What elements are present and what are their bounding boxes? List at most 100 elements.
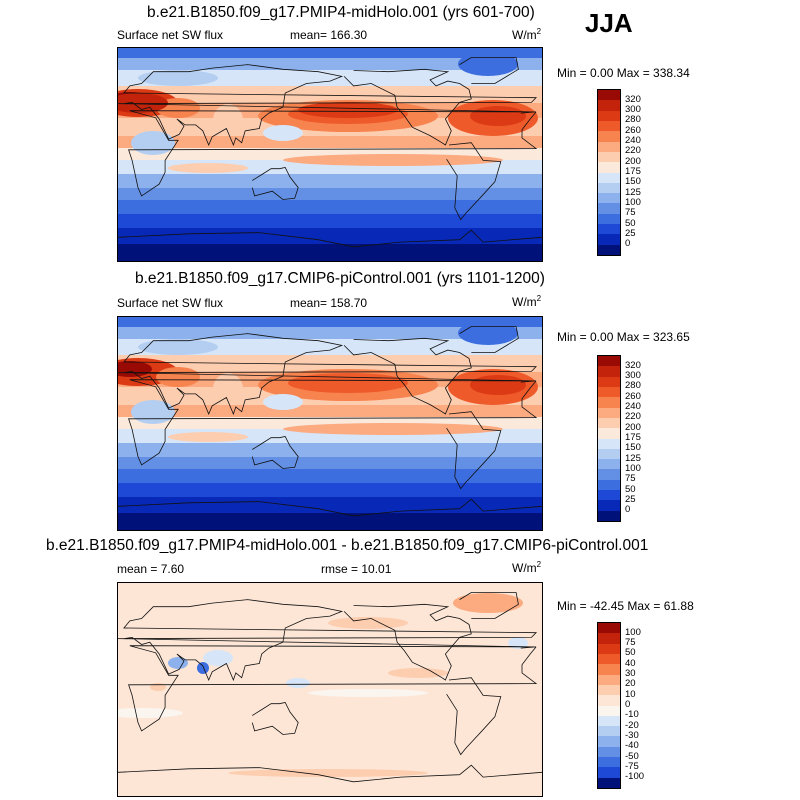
field-band (118, 86, 542, 103)
colorbar-swatch (598, 757, 620, 768)
colorbar-swatch (598, 407, 620, 418)
panel3-colorbar (597, 622, 621, 789)
field-band (118, 48, 542, 58)
panel3-title: b.e21.B1850.f09_g17.PMIP4-midHolo.001 - … (46, 537, 649, 554)
colorbar-tick-label: 320 (625, 93, 641, 105)
colorbar-swatch (598, 386, 620, 398)
field-patch (168, 163, 248, 173)
coastline (118, 764, 542, 783)
panel2-map-svg (118, 317, 542, 530)
colorbar-tick-label: 200 (625, 155, 641, 167)
field-band (118, 70, 542, 86)
panel1-minmax: Min = 0.00 Max = 338.34 (557, 66, 690, 80)
coastline (118, 599, 538, 682)
field-patch (156, 367, 200, 387)
panel2-unit: W/m2 (512, 294, 542, 309)
coastline (459, 592, 519, 619)
colorbar-tick-label: 10 (625, 688, 636, 700)
coastline (459, 326, 519, 353)
field-band (118, 483, 542, 497)
coastline (118, 229, 542, 248)
colorbar-swatch (598, 459, 620, 470)
colorbar-tick-label: 25 (625, 227, 636, 239)
coastline (459, 57, 519, 84)
panel2-minmax: Min = 0.00 Max = 323.65 (557, 330, 690, 344)
field-patch (138, 70, 218, 86)
coastline (128, 645, 538, 732)
coastline (446, 411, 502, 490)
field-patch (458, 321, 518, 345)
colorbar-swatch (598, 90, 620, 101)
colorbar-tick-label: 20 (625, 678, 636, 690)
coastline (118, 333, 538, 416)
colorbar-swatch (598, 172, 620, 183)
panel3-rmse: rmse = 10.01 (321, 562, 392, 576)
colorbar-tick-label: 100 (625, 626, 641, 638)
colorbar-tick-label: 75 (625, 637, 636, 649)
field-patch (197, 662, 209, 674)
colorbar-swatch (598, 715, 620, 727)
colorbar-tick-label: -75 (625, 760, 639, 772)
colorbar-swatch (598, 417, 620, 429)
panel3-mean: mean = 7.60 (117, 562, 185, 576)
colorbar-swatch (598, 623, 620, 634)
colorbar-tick-label: 75 (625, 207, 636, 219)
panel1-mean: mean= 166.30 (290, 28, 368, 42)
colorbar-swatch (598, 438, 620, 449)
colorbar-swatch (598, 428, 620, 439)
coastline (251, 167, 299, 200)
coastline (118, 498, 542, 517)
colorbar-swatch (598, 100, 620, 111)
colorbar-tick-label: -100 (625, 771, 645, 783)
colorbar-tick-label: 125 (625, 186, 641, 198)
colorbar-swatch (598, 213, 620, 225)
colorbar-swatch (598, 510, 620, 521)
colorbar-swatch (598, 479, 620, 491)
panel3-minmax: Min = -42.45 Max = 61.88 (557, 599, 694, 613)
field-band (118, 457, 542, 469)
field-patch (213, 104, 243, 136)
field-patch (150, 683, 166, 691)
colorbar-tick-label: 75 (625, 473, 636, 485)
field-patch (283, 154, 503, 166)
colorbar-tick-label: 280 (625, 114, 641, 126)
field-patch (308, 689, 428, 697)
field-band (118, 513, 542, 530)
field-patch (228, 769, 428, 777)
field-patch (263, 394, 303, 410)
colorbar-tick-label: -30 (625, 729, 639, 741)
field-band (118, 188, 542, 200)
field-band (118, 174, 542, 188)
colorbar-swatch (598, 653, 620, 665)
colorbar-swatch (598, 376, 620, 387)
field-patch (203, 650, 233, 666)
field-patch (168, 657, 188, 669)
colorbar-tick-label: 175 (625, 432, 641, 443)
colorbar-swatch (598, 633, 620, 644)
panel1-map (117, 47, 543, 262)
colorbar-swatch (598, 674, 620, 685)
colorbar-swatch (598, 736, 620, 747)
colorbar-swatch (598, 397, 620, 408)
panel1-map-svg (118, 48, 542, 261)
colorbar-swatch (598, 767, 620, 778)
colorbar-tick-label: 50 (625, 647, 636, 659)
colorbar-tick-label: 240 (625, 135, 641, 147)
panel3-unit: W/m2 (512, 560, 542, 575)
field-patch (118, 708, 183, 718)
colorbar-tick-label: 100 (625, 462, 641, 474)
colorbar-swatch (598, 182, 620, 194)
panel3-map (117, 582, 543, 797)
coastline (446, 142, 502, 221)
coastline (251, 436, 299, 469)
coastline (128, 379, 538, 466)
colorbar-swatch (598, 695, 620, 706)
field-patch (138, 339, 218, 355)
colorbar-tick-label: 220 (625, 411, 641, 423)
field-patch (388, 668, 448, 678)
colorbar-tick-label: 300 (625, 104, 641, 116)
colorbar-swatch (598, 203, 620, 214)
colorbar-tick-label: 30 (625, 668, 636, 680)
field-patch (508, 637, 528, 649)
colorbar-tick-label: 260 (625, 390, 641, 402)
